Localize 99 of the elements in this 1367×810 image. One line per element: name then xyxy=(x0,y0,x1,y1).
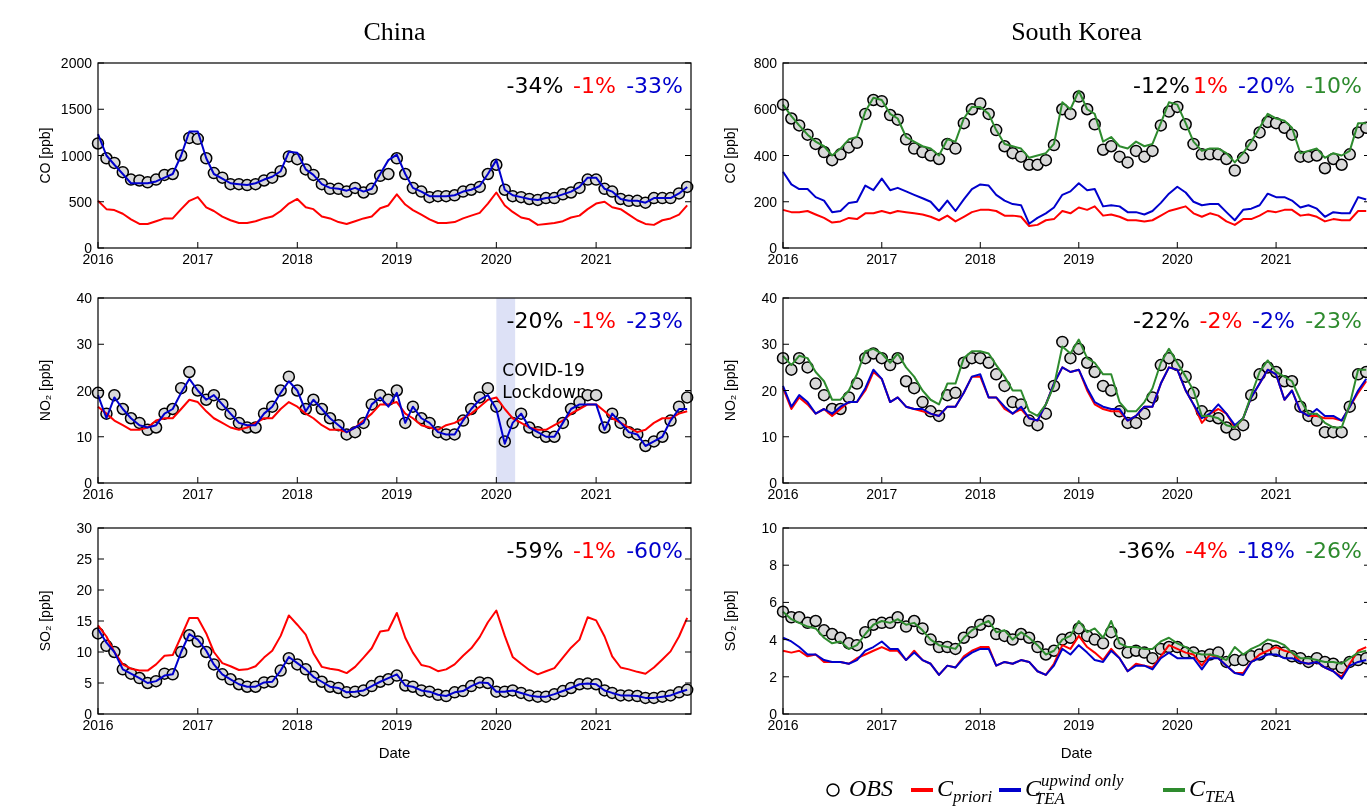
y-tick-label: 6 xyxy=(769,594,778,611)
x-tick-label: 2019 xyxy=(381,486,413,502)
y-axis-title: NO₂ [ppb] xyxy=(722,359,738,422)
annotation: -22% xyxy=(1132,308,1190,333)
y-tick-label: 4 xyxy=(769,631,778,648)
y-tick-label: 30 xyxy=(76,520,93,536)
y-tick-label: 2 xyxy=(769,668,778,685)
annotation: -60% xyxy=(626,538,683,563)
y-tick-label: 20 xyxy=(76,582,93,598)
y-tick-label: 0 xyxy=(84,475,93,491)
annotation: -34% xyxy=(506,73,564,98)
annotation: -20% xyxy=(1238,73,1295,98)
y-axis-title: NO₂ [ppb] xyxy=(37,359,53,422)
annotation: -1% xyxy=(573,73,616,98)
y-tick-label: 0 xyxy=(84,706,93,722)
x-tick-label: 2018 xyxy=(281,717,314,733)
legend-label: OBS xyxy=(849,775,893,801)
y-tick-label: 20 xyxy=(761,382,778,399)
x-tick-label: 2020 xyxy=(1161,486,1194,502)
x-tick-label: 2021 xyxy=(580,486,612,502)
x-tick-label: 2019 xyxy=(381,717,413,733)
annotation: -12% xyxy=(1132,73,1190,98)
y-tick-label: 1500 xyxy=(60,101,93,118)
y-axis-title: SO₂ [ppb] xyxy=(37,590,53,652)
x-tick-label: 2021 xyxy=(1260,486,1292,502)
y-tick-label: 8 xyxy=(769,557,778,574)
annotation: -18% xyxy=(1238,538,1295,563)
y-tick-label: 500 xyxy=(68,193,93,210)
y-axis-title: SO₂ [ppb] xyxy=(722,590,738,652)
line-series xyxy=(782,205,1367,228)
x-tick-label: 2017 xyxy=(182,251,214,267)
annotation: -59% xyxy=(506,538,564,563)
annotation: -1% xyxy=(573,308,616,333)
x-tick-label: 2017 xyxy=(866,717,898,733)
y-tick-label: 20 xyxy=(76,382,93,399)
x-tick-label: 2018 xyxy=(964,486,997,502)
y-tick-label: 30 xyxy=(76,336,93,353)
x-tick-label: 2017 xyxy=(182,717,214,733)
y-tick-label: 30 xyxy=(761,336,778,353)
x-tick-label: 2018 xyxy=(964,717,997,733)
y-tick-label: 1000 xyxy=(60,147,93,164)
y-tick-label: 0 xyxy=(769,475,778,491)
y-tick-label: 15 xyxy=(76,613,93,629)
x-tick-label: 2020 xyxy=(480,251,513,267)
annotation: -2% xyxy=(1199,308,1243,333)
y-tick-label: 0 xyxy=(769,240,778,256)
y-tick-label: 10 xyxy=(76,428,93,445)
x-tick-label: 2019 xyxy=(1063,717,1095,733)
x-tick-label: 2018 xyxy=(281,486,314,502)
y-tick-label: 0 xyxy=(769,706,778,722)
y-tick-label: 10 xyxy=(76,644,93,660)
x-tick-label: 2019 xyxy=(1063,251,1095,267)
annotation: -1% xyxy=(573,538,616,563)
annotation: -23% xyxy=(626,308,683,333)
x-tick-label: 2017 xyxy=(866,486,898,502)
y-tick-label: 400 xyxy=(753,147,778,164)
annotation: -33% xyxy=(626,73,683,98)
x-tick-label: 2017 xyxy=(866,251,898,267)
x-tick-label: 2020 xyxy=(480,717,513,733)
x-tick-label: 2021 xyxy=(580,251,612,267)
x-tick-label: 2021 xyxy=(1260,717,1292,733)
x-tick-label: 2018 xyxy=(281,251,314,267)
y-tick-label: 0 xyxy=(84,240,93,256)
chart-title: China xyxy=(363,17,427,46)
legend-label: C$_{TEA}$ xyxy=(1189,775,1236,806)
annotation: -4% xyxy=(1185,538,1228,563)
x-tick-label: 2020 xyxy=(1161,251,1194,267)
annotation: -26% xyxy=(1305,538,1362,563)
x-axis-title: Date xyxy=(1060,744,1093,761)
y-tick-label: 800 xyxy=(753,55,778,71)
x-tick-label: 2017 xyxy=(182,486,214,502)
y-tick-label: 2000 xyxy=(60,55,93,71)
chart-title: South Korea xyxy=(1011,17,1143,46)
annotation: 1% xyxy=(1192,73,1228,98)
y-tick-label: 5 xyxy=(84,675,93,691)
y-tick-label: 40 xyxy=(76,290,93,306)
x-tick-label: 2018 xyxy=(964,251,997,267)
annotation: -2% xyxy=(1252,308,1295,333)
y-tick-label: 600 xyxy=(753,101,778,118)
annotation: -10% xyxy=(1305,73,1362,98)
y-tick-label: 200 xyxy=(753,193,778,210)
y-tick-label: 10 xyxy=(761,428,778,445)
annotation: -23% xyxy=(1305,308,1362,333)
x-tick-label: 2020 xyxy=(1161,717,1194,733)
x-tick-label: 2021 xyxy=(1260,251,1292,267)
y-axis-title: CO [ppb] xyxy=(37,127,53,184)
y-tick-label: 25 xyxy=(76,551,93,567)
annotation: -20% xyxy=(506,308,564,333)
legend-label: C$_{priori}$ xyxy=(937,775,993,806)
x-tick-label: 2020 xyxy=(480,486,513,502)
x-tick-label: 2019 xyxy=(1063,486,1095,502)
x-axis-title: Date xyxy=(378,744,411,761)
y-tick-label: 40 xyxy=(761,290,778,306)
y-axis-title: CO [ppb] xyxy=(722,127,738,184)
line-series xyxy=(782,170,1367,225)
x-tick-label: 2021 xyxy=(580,717,612,733)
y-tick-label: 10 xyxy=(761,520,778,536)
annotation: -36% xyxy=(1118,538,1176,563)
x-tick-label: 2019 xyxy=(381,251,413,267)
